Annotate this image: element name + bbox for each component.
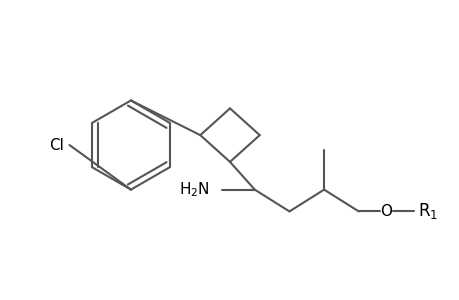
Text: Cl: Cl <box>49 137 64 152</box>
Text: R$_1$: R$_1$ <box>417 201 437 221</box>
Text: O: O <box>380 204 392 219</box>
Text: H$_2$N: H$_2$N <box>179 180 210 199</box>
